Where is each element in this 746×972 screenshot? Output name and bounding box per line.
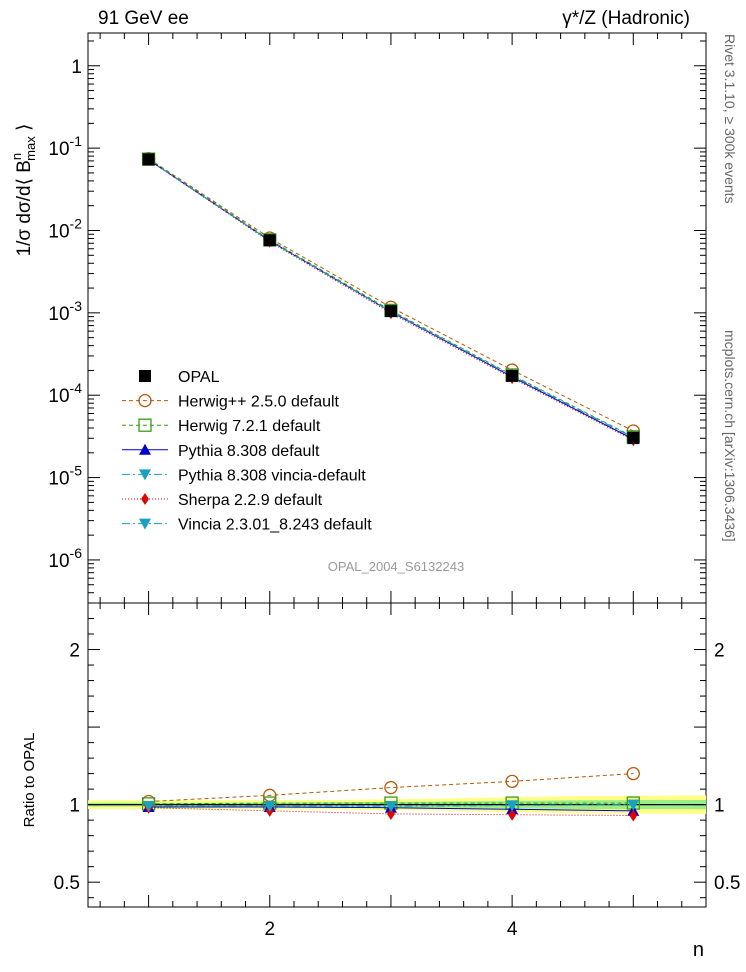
legend-marker-vincia-2-3-01-8-243-default (139, 518, 151, 530)
main-point-opal (627, 431, 640, 444)
y-tick-label: 1 (71, 57, 82, 78)
legend-label-vincia-2-3-01-8-243-default: Vincia 2.3.01_8.243 default (178, 517, 372, 534)
legend-marker-pythia-8-308-vincia-default (139, 469, 151, 481)
ratio-y-tick-label: 2 (69, 641, 80, 662)
ratio-point-sherpa-2-2-9-default (629, 809, 638, 822)
legend-label-pythia-8-308-default: Pythia 8.308 default (178, 443, 320, 460)
legend-label-herwig-7-2-1-default: Herwig 7.2.1 default (178, 418, 321, 435)
x-axis-title: n (693, 939, 704, 961)
ratio-y-axis-title: Ratio to OPAL (21, 733, 38, 828)
main-y-axis-title: 1/σ dσ/d⟨ Bnmax ⟩ (9, 124, 38, 257)
main-line-vincia-2-3-01-8-243-default (148, 159, 634, 438)
main-point-opal (263, 234, 276, 247)
y-tick-label: 10-1 (48, 133, 82, 160)
main-line-herwig-2-5-0-default (148, 158, 634, 432)
legend-label-sherpa-2-2-9-default: Sherpa 2.2.9 default (178, 492, 323, 509)
legend-marker-herwig-7-2-1-default (138, 418, 152, 432)
x-tick-label: 4 (507, 919, 518, 940)
ratio-line-herwig-2-5-0-default (148, 773, 634, 803)
header-right-title: γ*/Z (Hadronic) (562, 8, 690, 29)
y-tick-label: 10-6 (48, 545, 82, 572)
ratio-point-vincia-2-3-01-8-243-default (627, 799, 640, 811)
x-tick-label: 2 (264, 919, 275, 940)
analysis-watermark: OPAL_2004_S6132243 (328, 559, 464, 574)
legend-marker-pythia-8-308-default (139, 443, 151, 455)
y-tick-label: 10-5 (48, 463, 82, 490)
ratio-point-sherpa-2-2-9-default (387, 807, 395, 820)
legend-marker-opal (139, 370, 151, 382)
ratio-point-herwig-2-5-0-default (384, 780, 398, 795)
main-point-opal (506, 369, 519, 382)
ratio-y-tick-label: 1 (69, 796, 80, 817)
y-tick-label: 10-4 (48, 380, 82, 407)
main-point-opal (384, 305, 397, 318)
y-tick-label: 10-2 (48, 215, 82, 242)
header-left-title: 91 GeV ee (98, 8, 189, 29)
legend-label-herwig-2-5-0-default: Herwig++ 2.5.0 default (178, 394, 340, 411)
y-tick-label: 10-3 (48, 298, 82, 325)
legend-marker-sherpa-2-2-9-default (141, 493, 149, 505)
main-point-opal (142, 153, 155, 166)
ratio-point-vincia-2-3-01-8-243-default (263, 801, 276, 813)
legend-label-pythia-8-308-vincia-default: Pythia 8.308 vincia-default (178, 467, 366, 484)
ratio-point-vincia-2-3-01-8-243-default (142, 801, 155, 813)
legend-label-opal: OPAL (178, 369, 220, 386)
ratio-y-tick-label-right: 2 (714, 641, 725, 662)
ratio-point-herwig-2-5-0-default (626, 766, 640, 781)
ratio-point-vincia-2-3-01-8-243-default (384, 801, 397, 813)
ratio-line-herwig-7-2-1-default (148, 802, 634, 805)
ratio-y-tick-label-right: 1 (714, 796, 725, 817)
legend-marker-herwig-2-5-0-default (138, 393, 152, 408)
ratio-point-vincia-2-3-01-8-243-default (506, 800, 519, 812)
ratio-plot-frame (87, 602, 707, 908)
ratio-point-sherpa-2-2-9-default (508, 808, 517, 821)
ratio-y-tick-label-right: 0.5 (714, 873, 740, 894)
ratio-point-herwig-2-5-0-default (505, 774, 519, 789)
ratio-y-tick-label: 0.5 (54, 873, 80, 894)
